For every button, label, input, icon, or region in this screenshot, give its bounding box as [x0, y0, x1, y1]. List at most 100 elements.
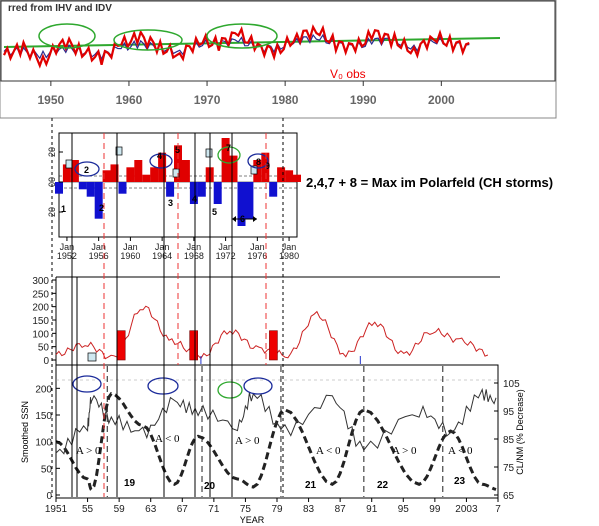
- x-tick-label-month: Jan: [155, 242, 170, 252]
- event-label: 3: [168, 198, 173, 208]
- y-tick-label: 20: [47, 207, 57, 217]
- y-tick-label: 50: [41, 464, 53, 475]
- y-tick-label: 200: [35, 384, 52, 395]
- event-label: 2: [99, 203, 104, 213]
- y-tick-label: 0: [43, 356, 49, 367]
- x-tick-label-year: 1956: [89, 251, 109, 261]
- marker-box: [172, 168, 180, 178]
- y-tick-label: 150: [35, 411, 52, 422]
- polar-max-ellipse: [247, 153, 269, 169]
- x-tick-label: 2003: [455, 504, 478, 515]
- highlight-ellipse: [38, 23, 96, 49]
- mid-x-axis: Jan1952Jan1956Jan1960Jan1964Jan1968Jan19…: [57, 237, 299, 261]
- event-label: 9: [265, 161, 270, 171]
- x-tick-label-year: 1968: [184, 251, 204, 261]
- y-tick-label: 20: [47, 147, 57, 157]
- y-tick-label: 300: [32, 276, 49, 287]
- x-tick-label-month: Jan: [250, 242, 265, 252]
- year-tick-label: 2000: [428, 93, 455, 107]
- polar-max-ellipse: [72, 375, 102, 393]
- negative-bar: [237, 182, 246, 226]
- bottom-x-axis: 1951 55 59 63 67 71 75 79 83 87 91 95 99 2003 7: [45, 498, 501, 515]
- x-tick-label: 63: [145, 504, 157, 515]
- x-tick-label: 95: [398, 504, 410, 515]
- cross-panel-lines: [51, 118, 284, 497]
- smoothed-ssn-line: [55, 391, 497, 492]
- polarity-label: A > 0: [392, 445, 417, 457]
- x-tick-label-year: 1952: [57, 251, 77, 261]
- positive-bar: [221, 138, 230, 182]
- event-label: 2: [84, 165, 89, 175]
- x-tick-label-year: 1980: [279, 251, 299, 261]
- x-tick-label: 55: [82, 504, 94, 515]
- legend-vobs: V₀ obs: [330, 67, 366, 81]
- event-label: 5: [175, 145, 180, 155]
- highlight-bar: [116, 330, 126, 361]
- polarity-label: A < 0: [448, 445, 473, 457]
- negative-bar: [245, 182, 254, 219]
- polar-max-ellipse: [243, 377, 273, 395]
- positive-bar: [261, 152, 270, 182]
- event-label: 4: [157, 151, 162, 161]
- bottom-dashed-verticals: [106, 366, 444, 497]
- x-tick-label: 79: [271, 504, 283, 515]
- highlight-ellipse: [206, 23, 278, 49]
- y-tick-label: 105: [503, 379, 520, 390]
- marker-box: [250, 165, 258, 175]
- positive-bar: [102, 170, 111, 182]
- polarity-label: A < 0: [316, 445, 341, 457]
- positive-bar: [181, 160, 190, 182]
- cycle-label: 23: [454, 476, 466, 487]
- mid-y-axis: 20 00 20: [47, 147, 63, 217]
- negative-bar: [94, 182, 103, 219]
- marker-box: [65, 159, 73, 169]
- series-obs-line: [3, 24, 470, 69]
- x-tick-label-year: 1976: [247, 251, 267, 261]
- bottom-right-axis: 65 75 85 95 105: [494, 379, 520, 502]
- cycle-label: 22: [377, 480, 389, 491]
- negative-bar: [55, 182, 63, 194]
- polar-max-ellipse: [74, 161, 100, 177]
- ssn-y-axis: 0 50 100 150 200 250 300: [32, 276, 56, 367]
- positive-bar: [62, 164, 71, 182]
- y-tick-label: 65: [503, 491, 515, 502]
- highlight-bar: [189, 330, 198, 361]
- marker-box: [87, 352, 97, 362]
- negative-bar: [118, 182, 127, 194]
- x-tick-label-year: 1960: [120, 251, 140, 261]
- x-tick-label: 91: [366, 504, 378, 515]
- polarity-label: A > 0: [235, 435, 260, 447]
- positive-bar: [285, 170, 294, 182]
- event-label: 1: [61, 204, 66, 214]
- polar-max-ellipse: [217, 146, 241, 164]
- marker-box: [115, 146, 123, 156]
- x-tick-label-month: Jan: [282, 242, 297, 252]
- x-tick-label: 7: [495, 504, 501, 515]
- year-tick-label: 1950: [38, 93, 65, 107]
- x-tick-label: 83: [303, 504, 315, 515]
- positive-bar: [134, 160, 143, 182]
- negative-bar: [166, 182, 175, 197]
- x-axis-label: YEAR: [240, 515, 265, 525]
- x-tick-label-year: 1972: [216, 251, 236, 261]
- polarity-label: A > 0: [76, 445, 101, 457]
- cycle-label: 21: [305, 480, 317, 491]
- negative-bar: [78, 182, 87, 190]
- positive-bar: [142, 174, 151, 182]
- polarity-label: A < 0: [155, 433, 180, 445]
- cosmic-ray-line: [55, 387, 497, 455]
- y-tick-label: 100: [35, 438, 52, 449]
- highlight-ellipse: [113, 29, 183, 51]
- top-panel-title: rred from IHV and IDV: [8, 3, 112, 14]
- bottom-plot-frame: [55, 364, 499, 499]
- polar-max-ellipse: [217, 381, 243, 399]
- x-tick-label-month: Jan: [91, 242, 106, 252]
- ssn-highlight-bars: [116, 330, 278, 361]
- negative-bar: [269, 182, 278, 197]
- y-tick-label: 00: [47, 177, 57, 187]
- positive-bar: [277, 167, 286, 182]
- x-tick-label: 59: [114, 504, 126, 515]
- event-label: 8: [256, 157, 261, 167]
- positive-bar: [150, 167, 159, 182]
